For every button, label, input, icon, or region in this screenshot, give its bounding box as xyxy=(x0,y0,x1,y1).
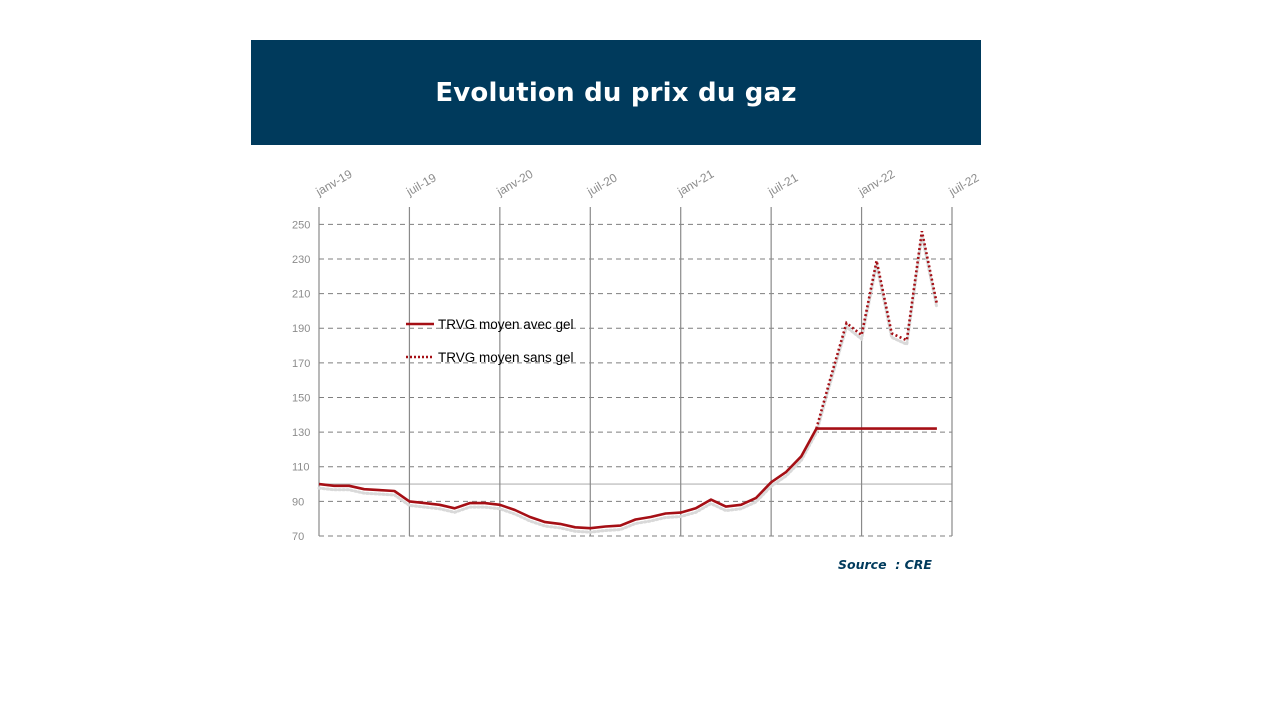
series-line-avec-gel xyxy=(318,427,937,530)
slide-title: Evolution du prix du gaz xyxy=(435,77,797,108)
y-tick-label: 110 xyxy=(292,462,310,474)
legend-item-avec-gel-label: TRVG moyen avec gel xyxy=(438,317,574,332)
x-tick-label: janv-21 xyxy=(674,167,716,199)
x-tick-label: janv-20 xyxy=(493,167,535,199)
y-tick-label: 250 xyxy=(292,219,310,231)
y-tick-label: 210 xyxy=(292,289,310,301)
series-shadow-line xyxy=(317,234,939,534)
x-tick-label: janv-19 xyxy=(313,167,355,199)
x-tick-label: juil-22 xyxy=(946,170,982,199)
title-banner: Evolution du prix du gaz xyxy=(251,40,981,145)
y-tick-label: 170 xyxy=(292,358,310,370)
x-tick-label: juil-21 xyxy=(765,170,801,199)
y-tick-label: 90 xyxy=(292,496,304,508)
legend-item-sans-gel-label: TRVG moyen sans gel xyxy=(438,350,574,365)
source-note: Source : CRE xyxy=(838,557,932,572)
y-tick-label: 150 xyxy=(292,392,310,404)
x-tick-label: juil-20 xyxy=(584,170,620,199)
x-tick-label: juil-19 xyxy=(403,170,439,199)
series-line-sans-gel xyxy=(815,230,939,429)
y-tick-label: 70 xyxy=(292,531,304,543)
y-tick-label: 230 xyxy=(292,254,310,266)
y-tick-label: 190 xyxy=(292,323,310,335)
x-tick-label: janv-22 xyxy=(855,167,897,199)
y-tick-label: 130 xyxy=(292,427,310,439)
